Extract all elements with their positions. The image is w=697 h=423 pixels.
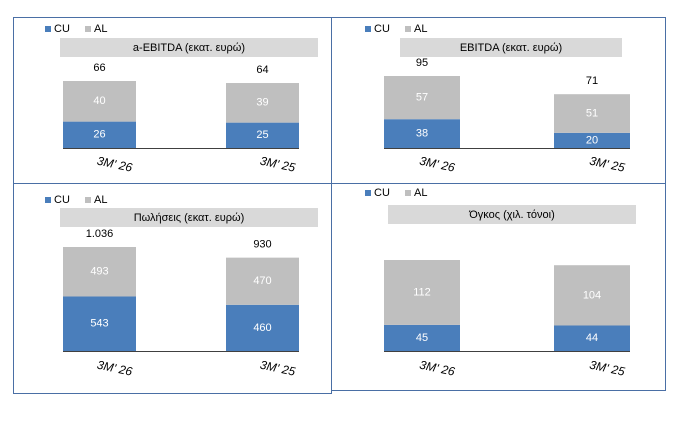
legend-label: AL	[94, 194, 107, 206]
bar-segment	[384, 260, 460, 325]
bar-segment	[554, 132, 630, 148]
value-label: 104	[583, 289, 601, 301]
title-bar	[388, 205, 636, 224]
bar-segment	[554, 94, 630, 133]
bar-segment	[226, 83, 299, 123]
bar-segment	[384, 324, 460, 351]
bar-segment	[554, 265, 630, 326]
legend-label: AL	[414, 187, 427, 199]
value-label: 45	[416, 332, 428, 344]
value-label: 26	[93, 129, 105, 141]
x-tick-label: 3M' 26	[418, 358, 456, 379]
bar-segment	[63, 121, 136, 148]
bar-segment	[63, 81, 136, 122]
x-tick-label: 3M' 25	[259, 358, 297, 379]
bar-segment	[226, 304, 299, 351]
total-label: 71	[586, 75, 598, 87]
chart-title: Όγκος (χιλ. τόνοι)	[468, 209, 555, 221]
x-tick-label: 3M' 25	[588, 154, 626, 175]
legend-label: CU	[54, 194, 70, 206]
value-label: 57	[416, 92, 428, 104]
x-tick-label: 3M' 25	[259, 154, 297, 175]
value-label: 20	[586, 134, 598, 146]
bar-segment	[63, 296, 136, 351]
legend-label: CU	[54, 23, 70, 35]
legend-label: CU	[374, 23, 390, 35]
chart-title: a-EBITDA (εκατ. ευρώ)	[133, 42, 245, 54]
legend-swatch	[365, 190, 371, 196]
bar-segment	[384, 76, 460, 120]
value-label: 38	[416, 128, 428, 140]
bar-segment	[226, 257, 299, 305]
legend-label: CU	[374, 187, 390, 199]
value-label: 470	[253, 275, 271, 287]
value-label: 40	[93, 95, 105, 107]
legend-swatch	[405, 190, 411, 196]
value-label: 51	[586, 107, 598, 119]
bar-segment	[384, 119, 460, 148]
total-label: 95	[416, 57, 428, 69]
legend-label: AL	[414, 23, 427, 35]
title-bar	[400, 38, 622, 57]
value-label: 44	[586, 332, 598, 344]
x-tick-label: 3M' 25	[588, 358, 626, 379]
value-label: 39	[256, 97, 268, 109]
legend-swatch	[365, 26, 371, 32]
total-label: 66	[93, 62, 105, 74]
legend-label: AL	[94, 23, 107, 35]
value-label: 25	[256, 129, 268, 141]
value-label: 493	[90, 266, 108, 278]
bar-segment	[226, 122, 299, 148]
panel-border	[331, 183, 666, 391]
chart-title: EBITDA (εκατ. ευρώ)	[460, 42, 562, 54]
x-tick-label: 3M' 26	[96, 154, 134, 175]
legend-swatch	[405, 26, 411, 32]
total-label: 1.036	[86, 228, 114, 240]
total-label: 64	[256, 64, 268, 76]
bar-segment	[63, 247, 136, 297]
bar-segment	[554, 325, 630, 351]
legend-swatch	[45, 26, 51, 32]
chart-title: Πωλήσεις (εκατ. ευρώ)	[134, 212, 245, 224]
total-label: 930	[253, 239, 271, 251]
value-label: 460	[253, 322, 271, 334]
legend-swatch	[45, 197, 51, 203]
title-bar	[60, 208, 318, 227]
legend-swatch	[85, 26, 91, 32]
legend-swatch	[85, 197, 91, 203]
x-tick-label: 3M' 26	[418, 154, 456, 175]
x-tick-label: 3M' 26	[96, 358, 134, 379]
title-bar	[60, 38, 318, 57]
value-label: 543	[90, 318, 108, 330]
value-label: 112	[413, 286, 431, 298]
